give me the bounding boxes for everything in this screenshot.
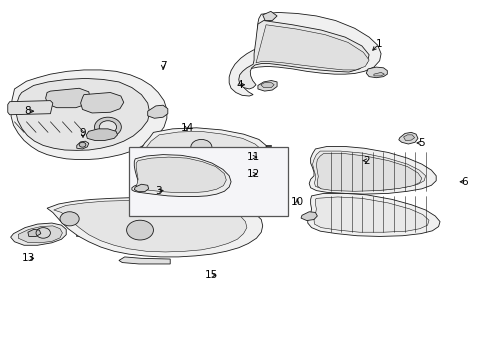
- Bar: [163, 225, 194, 244]
- Text: 12: 12: [246, 169, 259, 179]
- Text: 14: 14: [180, 123, 193, 133]
- Circle shape: [79, 142, 86, 147]
- Polygon shape: [28, 229, 41, 237]
- Text: 8: 8: [24, 106, 31, 116]
- Polygon shape: [366, 67, 386, 78]
- Polygon shape: [8, 100, 53, 115]
- Polygon shape: [260, 83, 274, 87]
- Polygon shape: [141, 128, 265, 165]
- Text: 6: 6: [461, 177, 468, 187]
- Text: 2: 2: [363, 156, 369, 166]
- Text: 13: 13: [22, 253, 36, 263]
- Text: 4: 4: [236, 80, 243, 90]
- Text: 15: 15: [204, 270, 217, 280]
- Polygon shape: [373, 72, 384, 76]
- Polygon shape: [229, 12, 380, 96]
- Text: 10: 10: [290, 197, 303, 207]
- Text: 7: 7: [160, 62, 166, 71]
- Polygon shape: [238, 21, 368, 89]
- Polygon shape: [307, 193, 439, 237]
- Polygon shape: [18, 226, 62, 243]
- Circle shape: [126, 220, 153, 240]
- Text: 1: 1: [375, 39, 381, 49]
- Polygon shape: [45, 88, 90, 108]
- Polygon shape: [312, 151, 425, 190]
- Polygon shape: [134, 184, 148, 192]
- Polygon shape: [398, 132, 417, 144]
- Bar: [207, 226, 231, 244]
- Text: 5: 5: [418, 138, 424, 148]
- Text: 3: 3: [155, 186, 161, 195]
- Circle shape: [60, 212, 79, 226]
- Polygon shape: [257, 81, 277, 91]
- Polygon shape: [256, 25, 368, 70]
- Bar: [129, 147, 287, 216]
- Polygon shape: [16, 78, 149, 150]
- Polygon shape: [81, 93, 123, 113]
- Circle shape: [94, 117, 121, 137]
- Polygon shape: [308, 147, 435, 194]
- Polygon shape: [313, 197, 428, 232]
- Polygon shape: [86, 129, 117, 140]
- Polygon shape: [132, 154, 231, 197]
- Polygon shape: [301, 212, 317, 221]
- Polygon shape: [119, 257, 170, 264]
- Text: 9: 9: [80, 128, 86, 138]
- Text: 11: 11: [246, 152, 259, 162]
- Circle shape: [99, 121, 116, 134]
- Polygon shape: [136, 157, 226, 193]
- Polygon shape: [11, 70, 166, 159]
- Polygon shape: [77, 141, 89, 149]
- Polygon shape: [54, 201, 246, 252]
- Polygon shape: [47, 198, 262, 257]
- Polygon shape: [262, 12, 277, 21]
- Polygon shape: [145, 131, 260, 162]
- Polygon shape: [316, 154, 421, 191]
- Circle shape: [190, 139, 211, 155]
- Polygon shape: [147, 105, 167, 118]
- Polygon shape: [11, 223, 66, 245]
- Bar: [76, 220, 104, 237]
- Bar: [115, 222, 146, 241]
- Polygon shape: [403, 135, 414, 140]
